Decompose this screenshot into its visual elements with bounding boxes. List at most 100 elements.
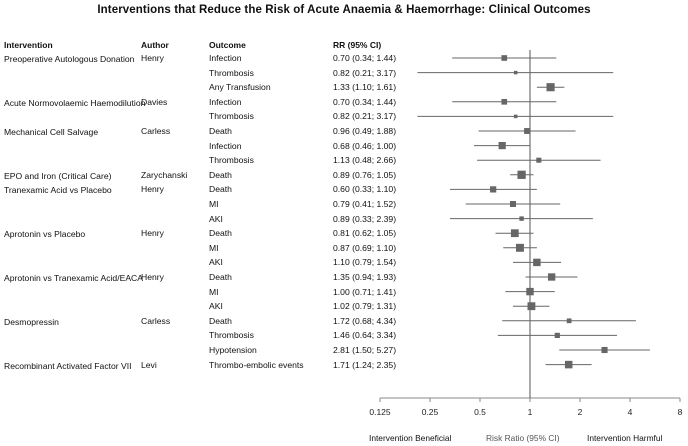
outcome-label: Death [209,169,232,180]
rr-value-label: 1.10 (0.79; 1.54) [333,257,397,268]
outcome-label: Thrombosis [209,111,254,122]
rr-value-label: 1.33 (1.10; 1.61) [333,82,397,93]
point-estimate-marker [513,70,518,75]
rr-value-label: 0.82 (0.21; 3.17) [333,67,397,78]
rr-value-label: 0.79 (0.41; 1.52) [333,199,397,209]
point-estimate-marker [510,201,516,207]
outcome-label: MI [209,286,219,297]
rr-value-label: 0.89 (0.33; 2.39) [333,213,397,224]
point-estimate-marker [536,157,542,163]
rr-value-label: 0.87 (0.69; 1.10) [333,242,397,253]
header-rr: RR (95% CI) [333,40,382,50]
author-label: Henry [141,272,164,282]
x-tick-label: 0.25 [422,407,439,417]
point-estimate-marker [513,114,518,119]
rr-value-label: 1.00 (0.71; 1.41) [333,286,397,297]
point-estimate-marker [501,98,508,105]
rr-value-label: 0.82 (0.21; 3.17) [333,111,397,122]
outcome-label: Thrombosis [209,155,254,166]
author-label: Henry [141,228,164,239]
author-label: Zarychanski [141,169,188,180]
intervention-label: Desmopressin [4,316,59,327]
outcome-label: AKI [209,257,223,268]
header-author: Author [141,40,169,50]
intervention-label: Aprotonin vs Placebo [4,229,86,240]
intervention-label: Recombinant Activated Factor VII [4,360,132,371]
outcome-label: MI [209,242,219,253]
author-label: Carless [141,126,171,136]
outcome-label: Death [209,228,232,239]
author-label: Henry [141,184,164,195]
header-intervention: Intervention [4,40,53,50]
x-tick-label: 0.125 [369,407,391,417]
intervention-label: Tranexamic Acid vs Placebo [4,185,112,196]
outcome-label: Thrombosis [209,330,254,341]
rr-value-label: 1.35 (0.94; 1.93) [333,272,397,282]
outcome-label: Death [209,272,232,282]
x-axis-label: Risk Ratio (95% CI) [486,433,560,443]
intervention-label: Preoperative Autologous Donation [4,54,135,64]
x-tick-label: 0.5 [474,407,486,417]
rr-value-label: 0.81 (0.62; 1.05) [333,228,397,239]
rr-value-label: 0.70 (0.34; 1.44) [333,96,397,107]
x-tick-label: 2 [578,407,583,417]
point-estimate-marker [554,332,560,338]
rr-value-label: 1.46 (0.64; 3.34) [333,330,397,341]
rr-value-label: 0.96 (0.49; 1.88) [333,126,397,136]
outcome-label: Infection [209,53,242,63]
outcome-label: Death [209,184,232,195]
outcome-label: Death [209,315,232,326]
point-estimate-marker [519,216,524,221]
point-estimate-marker [515,243,524,252]
point-estimate-marker [564,360,573,369]
outcome-label: AKI [209,301,223,312]
intervention-label: Aprotonin vs Tranexamic Acid/EACA [4,273,143,283]
intervention-label: Mechanical Cell Salvage [4,127,99,137]
point-estimate-marker [498,141,506,150]
outcome-label: Hypotension [209,345,257,355]
rr-value-label: 0.68 (0.46; 1.00) [333,140,397,151]
rr-value-label: 1.72 (0.68; 4.34) [333,315,397,326]
rr-value-label: 2.81 (1.50; 5.27) [333,345,397,355]
x-tick-label: 4 [628,407,633,417]
point-estimate-marker [510,229,519,238]
rr-value-label: 1.02 (0.79; 1.31) [333,301,397,312]
point-estimate-marker [526,287,534,296]
x-tick-label: 8 [678,407,683,417]
outcome-label: Infection [209,96,242,107]
intervention-label: EPO and Iron (Critical Care) [4,170,112,181]
author-label: Davies [141,96,168,107]
left-direction-label: Intervention Beneficial [369,433,452,443]
outcome-label: Thrombo-embolic events [209,359,304,370]
x-tick-label: 1 [528,407,533,417]
outcome-label: AKI [209,213,223,224]
point-estimate-marker [501,55,508,61]
chart-title: Interventions that Reduce the Risk of Ac… [97,4,591,16]
outcome-label: Thrombosis [209,67,254,78]
rr-value-label: 0.70 (0.34; 1.44) [333,53,397,63]
point-estimate-marker [547,273,556,281]
outcome-label: Infection [209,140,242,151]
rr-value-label: 0.60 (0.33; 1.10) [333,184,397,195]
outcome-label: Any Transfusion [209,82,271,93]
intervention-label: Acute Normovolaemic Haemodilution [4,97,146,108]
author-label: Levi [141,359,157,370]
author-label: Carless [141,315,171,326]
header-outcome: Outcome [209,40,246,50]
point-estimate-marker [601,346,608,354]
point-estimate-marker [527,302,536,311]
outcome-label: MI [209,199,219,209]
point-estimate-marker [533,258,541,267]
point-estimate-marker [517,170,526,179]
point-estimate-marker [524,128,531,134]
point-estimate-marker [490,186,497,193]
rr-value-label: 0.89 (0.76; 1.05) [333,169,397,180]
right-direction-label: Intervention Harmful [587,433,663,443]
point-estimate-marker [566,318,572,324]
outcome-label: Death [209,126,232,136]
rr-value-label: 1.13 (0.48; 2.66) [333,155,397,166]
author-label: Henry [141,53,164,63]
point-estimate-marker [546,83,555,92]
rr-value-label: 1.71 (1.24; 2.35) [333,359,397,370]
